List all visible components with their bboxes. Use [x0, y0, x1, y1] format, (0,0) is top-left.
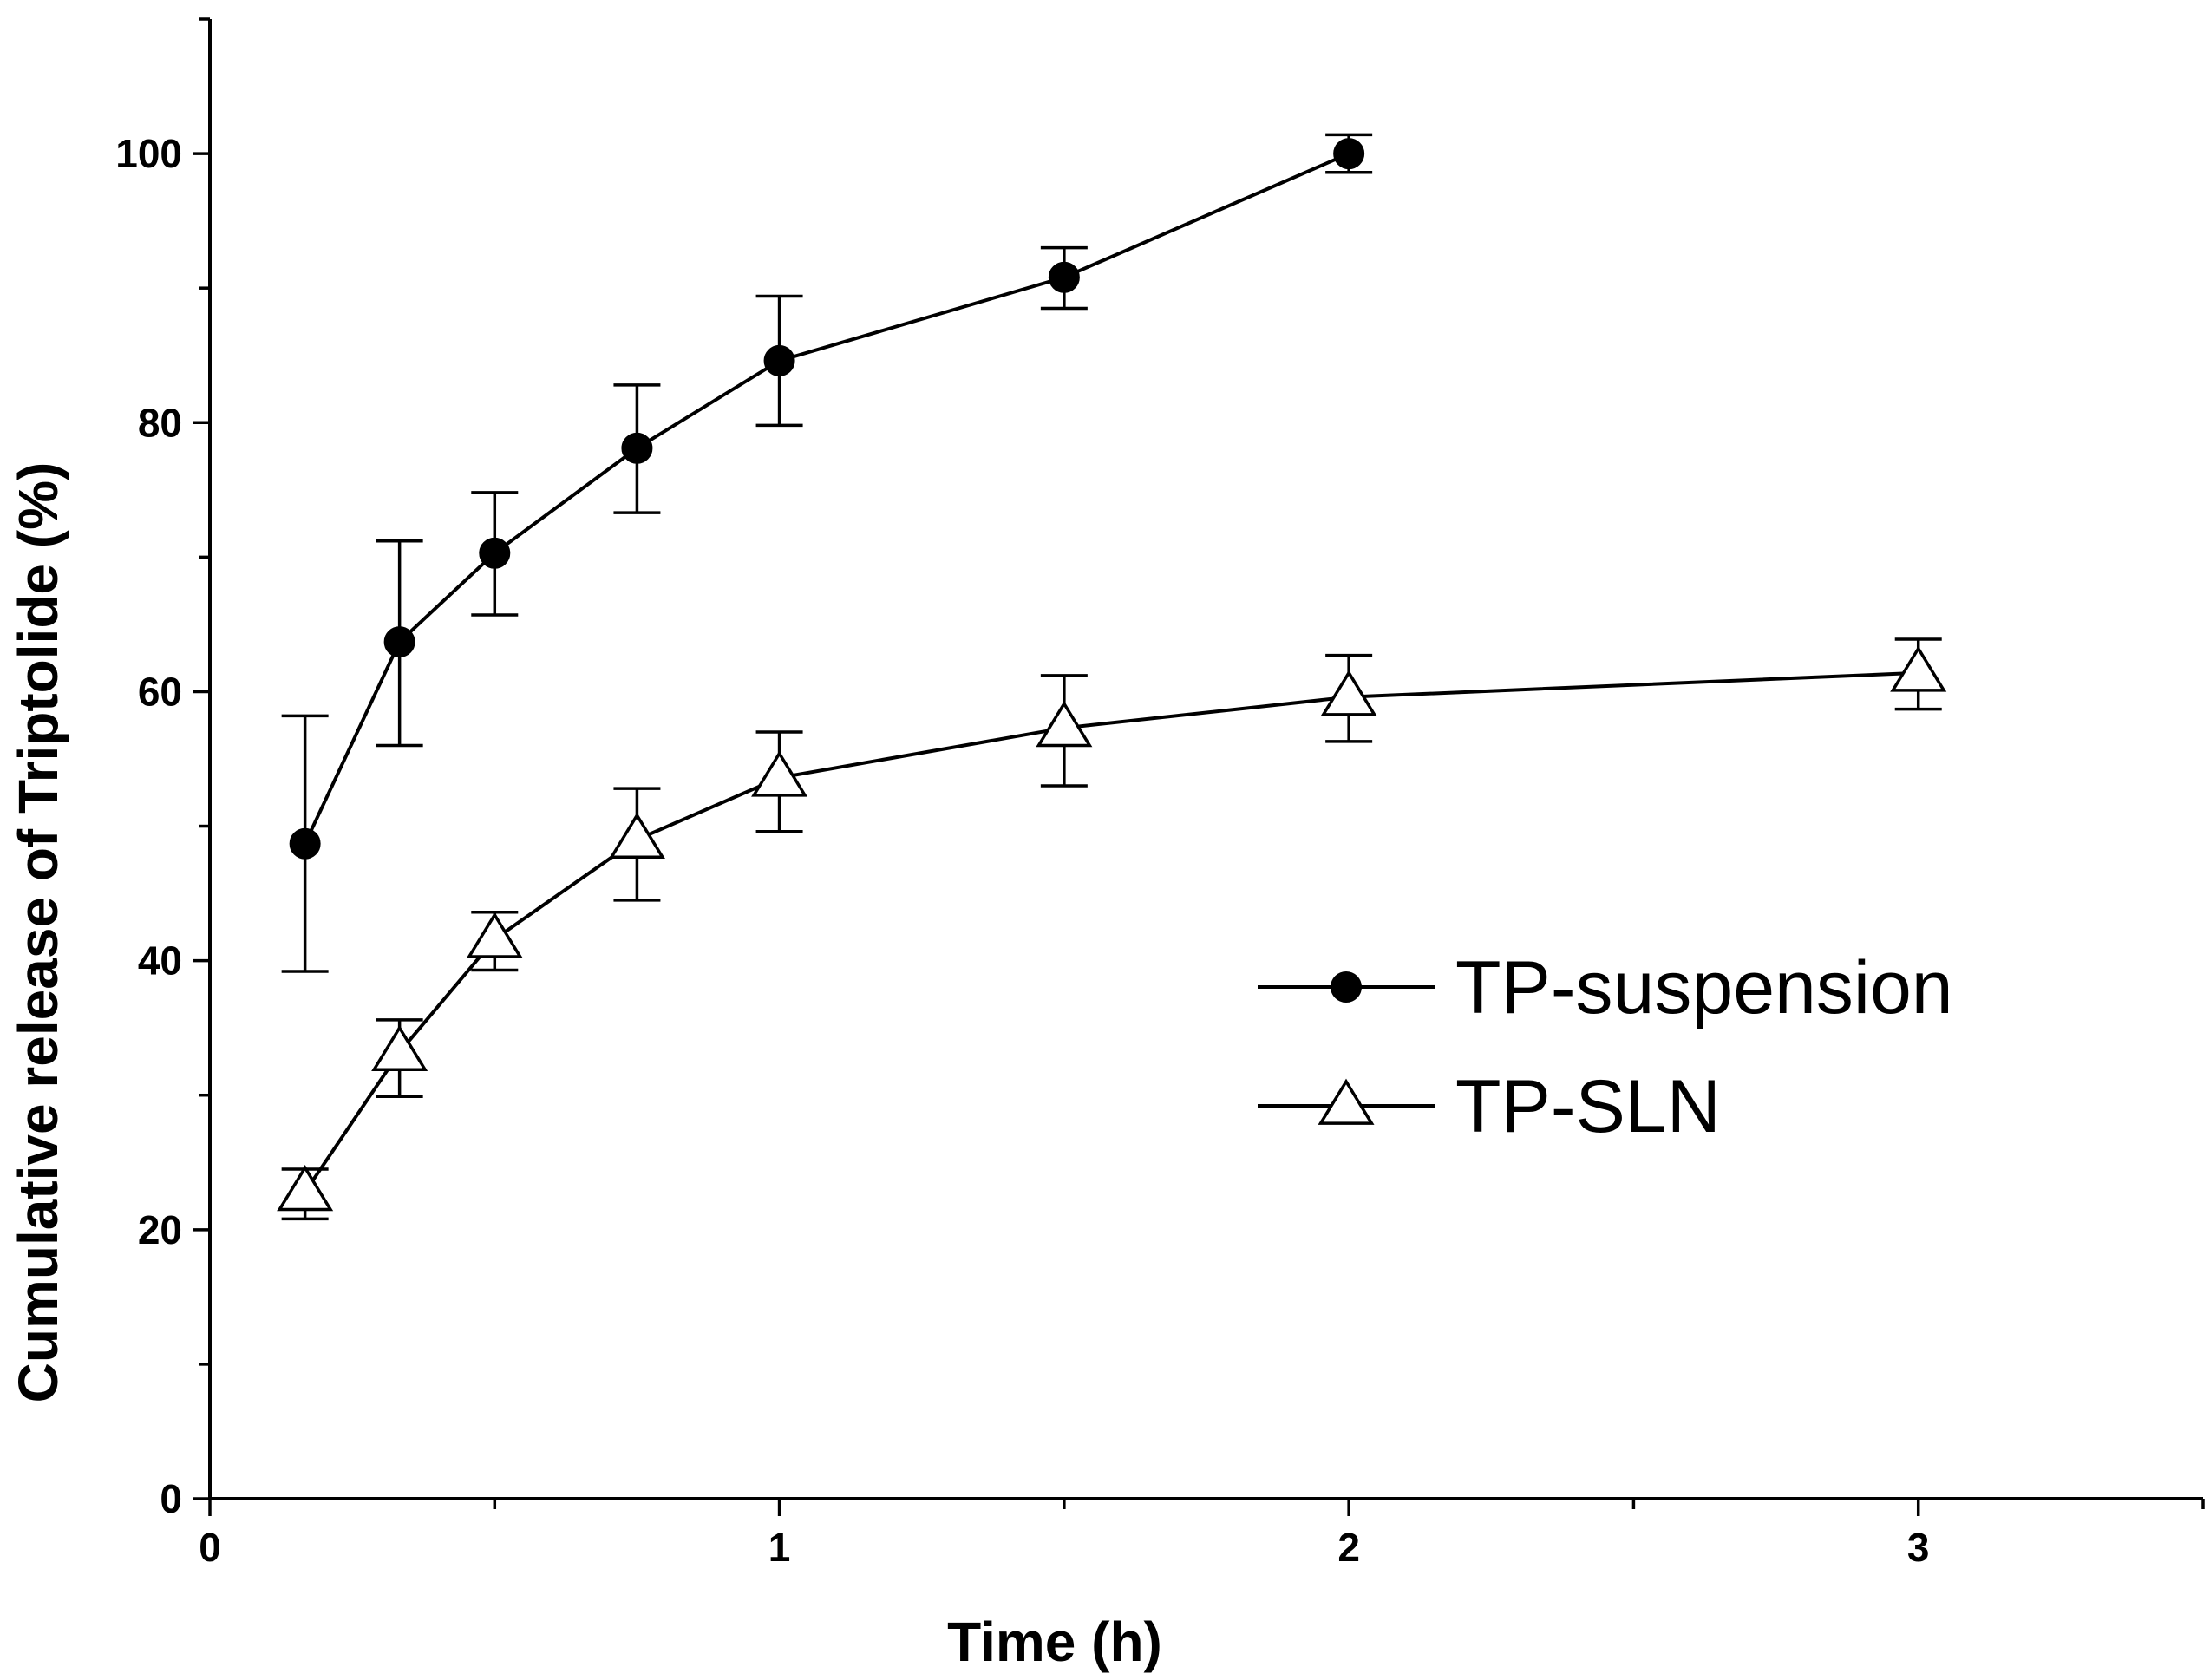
data-point-sln	[751, 750, 808, 797]
data-point-suspension	[289, 827, 321, 860]
series-sln	[277, 637, 1947, 1221]
data-point-sln	[1036, 700, 1093, 748]
axes: 0 20 40 60 80 100 0 1 2 3	[115, 17, 2205, 1570]
data-point-suspension	[383, 626, 415, 658]
x-tick-label: 2	[1337, 1525, 1360, 1570]
y-tick-label: 60	[138, 669, 182, 714]
x-tick-label: 3	[1907, 1525, 1930, 1570]
y-tick-label: 40	[138, 938, 182, 984]
legend-label-suspension: TP-suspension	[1455, 946, 1953, 1030]
y-tick-label: 20	[138, 1207, 182, 1252]
legend-marker-suspension	[1331, 971, 1362, 1003]
x-tick-label: 1	[768, 1525, 791, 1570]
data-point-suspension	[1048, 261, 1080, 293]
data-point-sln	[608, 812, 665, 859]
y-axis-title: Cumulative release of Triptolide (%)	[7, 462, 69, 1403]
data-point-suspension	[479, 537, 511, 569]
series-line-sln	[303, 670, 1919, 1193]
legend: TP-suspension TP-SLN	[1258, 946, 1953, 1148]
data-point-suspension	[1333, 138, 1365, 170]
data-point-sln	[371, 1024, 428, 1072]
y-tick-label: 100	[115, 131, 182, 176]
series-suspension	[281, 133, 1373, 973]
x-axis-title: Time (h)	[947, 1611, 1162, 1673]
legend-marker-sln	[1318, 1078, 1375, 1125]
data-point-sln	[1320, 670, 1377, 716]
series-line-suspension	[303, 152, 1350, 845]
y-tick-label: 0	[160, 1476, 182, 1521]
data-point-suspension	[763, 344, 795, 376]
data-point-sln	[1890, 645, 1947, 692]
data-point-suspension	[621, 432, 653, 464]
x-tick-label: 0	[199, 1525, 221, 1570]
legend-label-sln: TP-SLN	[1455, 1065, 1721, 1148]
data-point-sln	[466, 912, 523, 958]
y-tick-label: 80	[138, 400, 182, 445]
data-point-sln	[277, 1165, 334, 1212]
plot-area	[277, 133, 1947, 1221]
